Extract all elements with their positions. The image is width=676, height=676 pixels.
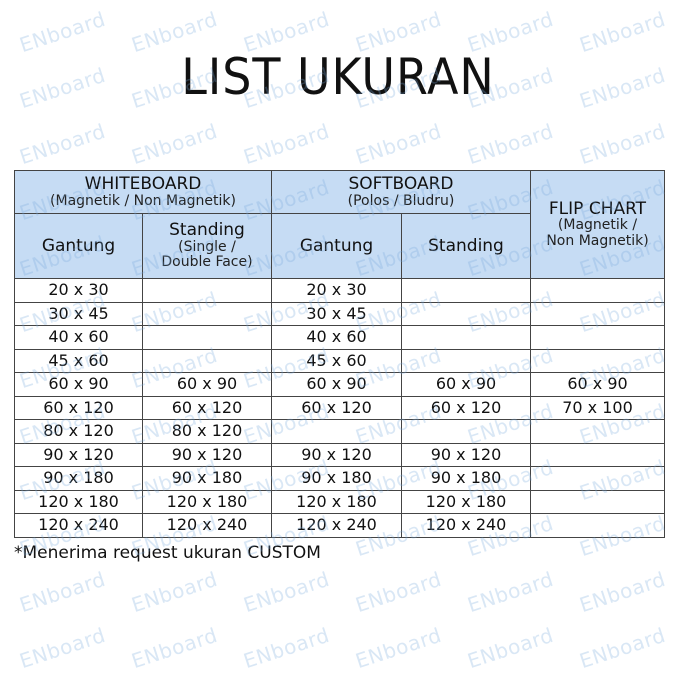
table-cell xyxy=(142,278,272,303)
table-cell: 120 x 180 xyxy=(14,489,143,514)
watermark-logo: ENboard xyxy=(464,622,557,674)
table-cell: 90 x 180 xyxy=(271,466,402,491)
table-row: 90 x 120 90 x 120 90 x 120 90 x 120 xyxy=(14,442,665,467)
table-cell: 30 x 45 xyxy=(14,301,143,326)
size-table: WHITEBOARD (Magnetik / Non Magnetik) SOF… xyxy=(14,170,665,538)
table-cell xyxy=(401,278,531,303)
watermark-logo: ENboard xyxy=(464,118,557,170)
table-cell xyxy=(530,325,665,350)
watermark-logo: ENboard xyxy=(352,566,445,618)
table-cell xyxy=(401,301,531,326)
table-cell xyxy=(530,348,665,373)
table-cell: 60 x 120 xyxy=(14,395,143,420)
watermark-logo: ENboard xyxy=(128,118,221,170)
table-cell: 60 x 120 xyxy=(142,395,272,420)
table-cell: 90 x 180 xyxy=(401,466,531,491)
watermark-logo: ENboard xyxy=(240,566,333,618)
table-cell: 80 x 120 xyxy=(142,419,272,444)
whiteboard-gantung-header: Gantung xyxy=(14,213,143,279)
table-cell: 40 x 60 xyxy=(14,325,143,350)
table-cell: 60 x 120 xyxy=(271,395,402,420)
whiteboard-standing-header: Standing (Single / Double Face) xyxy=(142,213,272,279)
table-cell: 60 x 120 xyxy=(401,395,531,420)
table-cell xyxy=(530,301,665,326)
watermark-logo: ENboard xyxy=(464,566,557,618)
watermark-logo: ENboard xyxy=(16,118,109,170)
table-cell: 20 x 30 xyxy=(14,278,143,303)
softboard-standing-header: Standing xyxy=(401,213,531,279)
table-cell xyxy=(142,301,272,326)
table-cell: 120 x 180 xyxy=(142,489,272,514)
flipchart-header: FLIP CHART (Magnetik / Non Magnetik) xyxy=(530,170,665,279)
table-row: 40 x 60 40 x 60 xyxy=(14,325,665,350)
table-cell: 90 x 180 xyxy=(142,466,272,491)
table-cell xyxy=(142,348,272,373)
table-cell: 90 x 120 xyxy=(142,442,272,467)
table-cell: 90 x 120 xyxy=(271,442,402,467)
table-cell xyxy=(142,325,272,350)
table-row: 60 x 120 60 x 120 60 x 120 60 x 120 70 x 100 xyxy=(14,395,665,420)
table-cell xyxy=(530,489,665,514)
watermark-logo: ENboard xyxy=(16,622,109,674)
table-cell: 120 x 240 xyxy=(401,513,531,538)
table-row: 20 x 30 20 x 30 xyxy=(14,278,665,303)
table-cell xyxy=(530,442,665,467)
watermark-logo: ENboard xyxy=(352,118,445,170)
table-cell: 20 x 30 xyxy=(271,278,402,303)
table-cell xyxy=(401,325,531,350)
watermark-logo: ENboard xyxy=(128,566,221,618)
table-cell: 60 x 90 xyxy=(271,372,402,397)
table-cell: 60 x 90 xyxy=(530,372,665,397)
table-cell: 120 x 240 xyxy=(14,513,143,538)
table-row: 45 x 60 45 x 60 xyxy=(14,348,665,373)
table-cell: 40 x 60 xyxy=(271,325,402,350)
table-row: 60 x 90 60 x 90 60 x 90 60 x 90 60 x 90 xyxy=(14,372,665,397)
table-cell: 120 x 180 xyxy=(401,489,531,514)
watermark-logo: ENboard xyxy=(16,566,109,618)
watermark-logo: ENboard xyxy=(576,566,669,618)
watermark-logo: ENboard xyxy=(352,622,445,674)
table-cell: 60 x 90 xyxy=(14,372,143,397)
page-title: LIST UKURAN xyxy=(181,48,495,106)
table-cell: 120 x 240 xyxy=(271,513,402,538)
table-cell xyxy=(530,466,665,491)
softboard-header: SOFTBOARD (Polos / Bludru) xyxy=(271,170,531,214)
watermark-logo: ENboard xyxy=(576,622,669,674)
table-cell: 45 x 60 xyxy=(14,348,143,373)
watermark-logo: ENboard xyxy=(128,622,221,674)
watermark-logo: ENboard xyxy=(240,622,333,674)
table-cell: 60 x 90 xyxy=(142,372,272,397)
watermark-logo: ENboard xyxy=(240,118,333,170)
table-cell: 90 x 120 xyxy=(14,442,143,467)
softboard-gantung-header: Gantung xyxy=(271,213,402,279)
table-cell: 80 x 120 xyxy=(14,419,143,444)
table-cell xyxy=(271,419,402,444)
table-cell: 90 x 120 xyxy=(401,442,531,467)
table-cell: 30 x 45 xyxy=(271,301,402,326)
watermark-logo: ENboard xyxy=(576,118,669,170)
table-cell xyxy=(530,278,665,303)
table-cell: 120 x 180 xyxy=(271,489,402,514)
whiteboard-header: WHITEBOARD (Magnetik / Non Magnetik) xyxy=(14,170,272,214)
table-cell xyxy=(530,419,665,444)
table-cell: 90 x 180 xyxy=(14,466,143,491)
table-cell: 120 x 240 xyxy=(142,513,272,538)
table-cell xyxy=(401,348,531,373)
table-row: 90 x 180 90 x 180 90 x 180 90 x 180 xyxy=(14,466,665,491)
table-cell: 70 x 100 xyxy=(530,395,665,420)
custom-note: *Menerima request ukuran CUSTOM xyxy=(14,543,321,563)
table-row: 120 x 180 120 x 180 120 x 180 120 x 180 xyxy=(14,489,665,514)
table-cell xyxy=(530,513,665,538)
table-cell xyxy=(401,419,531,444)
table-row: 30 x 45 30 x 45 xyxy=(14,301,665,326)
table-row: 120 x 240 120 x 240 120 x 240 120 x 240 xyxy=(14,513,665,538)
table-row: 80 x 120 80 x 120 xyxy=(14,419,665,444)
table-cell: 45 x 60 xyxy=(271,348,402,373)
table-cell: 60 x 90 xyxy=(401,372,531,397)
